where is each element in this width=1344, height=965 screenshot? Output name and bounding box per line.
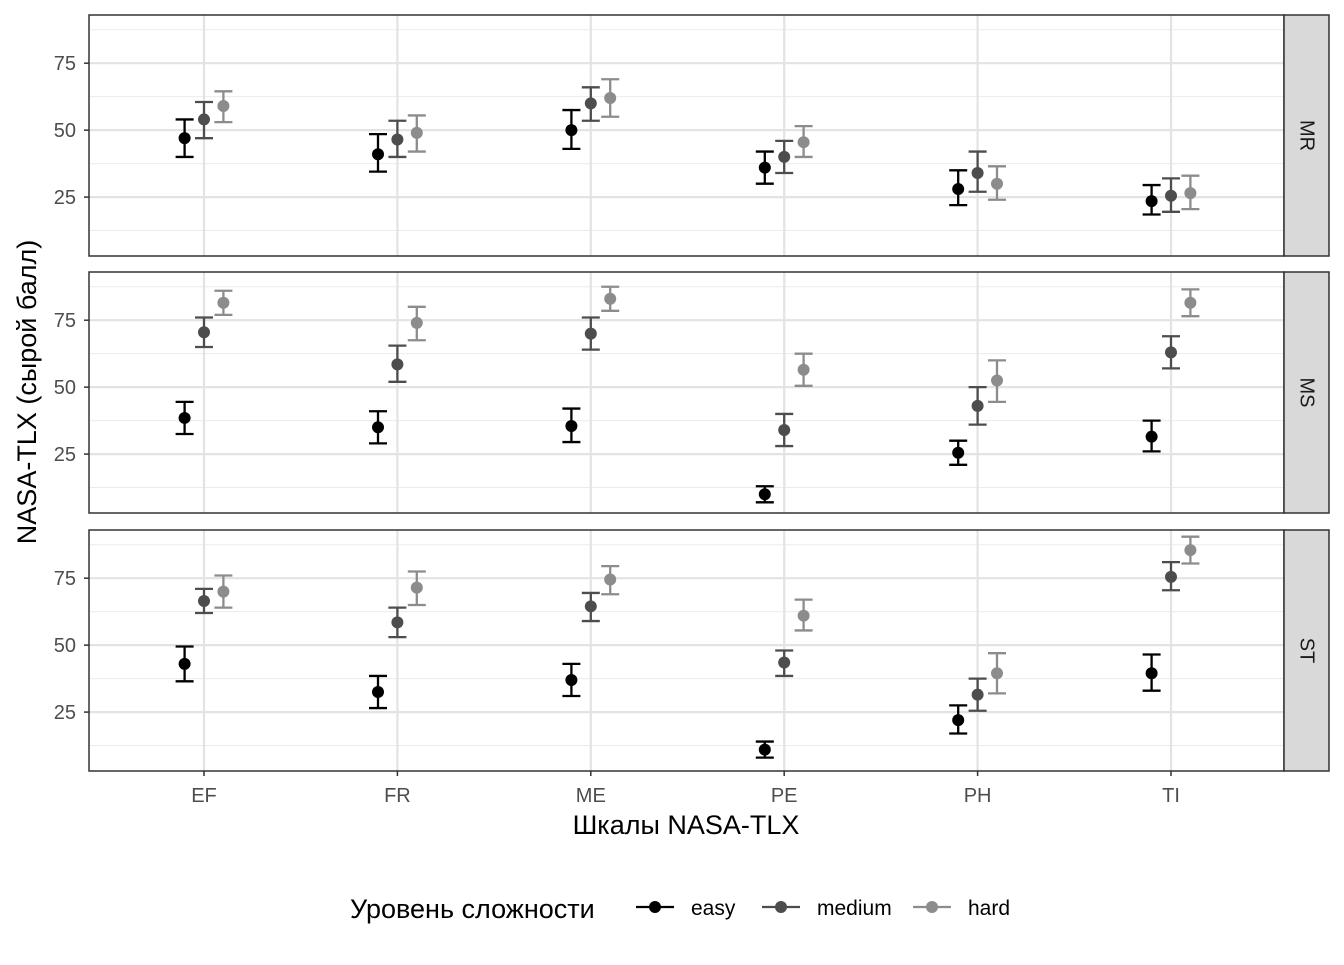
point-st-fr-hard [410,581,423,594]
point-mr-me-easy [565,124,578,137]
point-st-ef-easy [178,657,191,670]
point-ms-ph-hard [991,374,1003,387]
panel-background [89,15,1284,256]
legend-key-easy-point [649,901,661,913]
y-axis-title: NASA-TLX (сырой балл) [12,240,42,544]
panels-layer: 25 50 75 MR 25 50 75 MS 25 50 75 ST EF FR ME PE PH TI [54,14,1330,807]
point-ms-ef-medium [198,326,210,339]
point-st-me-hard [604,573,617,586]
point-ms-fr-medium [391,358,404,371]
legend-key-hard-point [926,901,938,913]
point-mr-fr-medium [391,133,404,146]
point-st-ti-hard [1184,544,1197,557]
x-tick-label: ME [576,785,606,807]
y-tick-label: 75 [54,53,76,75]
point-ms-me-medium [584,327,597,340]
facet-strip-label: MS [1296,378,1318,408]
y-tick-label: 25 [54,187,76,209]
point-st-ti-easy [1145,667,1158,680]
point-mr-ef-medium [198,113,210,126]
point-mr-fr-hard [410,126,423,139]
point-st-pe-easy [758,743,771,756]
x-tick-label: PE [771,785,798,807]
point-mr-ti-easy [1145,195,1158,208]
y-tick-label: 25 [54,702,76,724]
facet-strip-label: MR [1296,120,1318,151]
point-mr-pe-medium [778,150,791,163]
y-tick-label: 75 [54,568,76,590]
point-ms-ph-easy [952,446,965,459]
legend-label-medium: medium [817,897,892,920]
legend-title: Уровень сложности [350,894,595,924]
point-st-fr-medium [391,616,404,629]
point-ms-ti-easy [1145,430,1158,443]
panel-background [89,272,1284,513]
panel-ms: 25 50 75 MS [54,271,1330,514]
legend-label-hard: hard [968,897,1010,920]
point-st-ti-medium [1165,570,1177,583]
point-st-fr-easy [372,686,384,699]
x-tick-label: EF [191,785,217,807]
point-st-me-easy [565,673,578,686]
point-mr-pe-easy [758,161,771,174]
point-mr-me-medium [584,97,597,110]
point-ms-ph-medium [971,399,984,412]
facet-strip [1283,271,1330,514]
point-mr-ph-hard [991,177,1003,190]
point-st-pe-hard [797,609,810,622]
y-tick-label: 50 [54,377,76,399]
point-st-ph-medium [971,688,984,701]
point-ms-ti-hard [1184,296,1197,309]
point-ms-pe-medium [778,423,791,436]
y-tick-label: 75 [54,310,76,332]
point-st-ef-medium [198,594,210,607]
point-st-me-medium [584,600,597,613]
point-ms-ti-medium [1165,346,1177,359]
point-st-ph-hard [991,667,1003,680]
panel-mr: 25 50 75 MR [54,14,1330,257]
point-mr-ph-medium [971,166,984,179]
point-mr-ef-hard [217,100,230,113]
point-mr-ef-easy [178,132,191,145]
legend-key-medium-point [775,901,787,913]
panel-background [89,530,1284,771]
point-ms-pe-easy [758,488,771,501]
point-st-ph-easy [952,714,965,727]
point-st-pe-medium [778,656,791,669]
y-tick-label: 50 [54,635,76,657]
point-ms-ef-hard [217,296,230,309]
point-ms-pe-hard [797,363,810,376]
facet-strip [1283,14,1330,257]
facet-strip [1283,529,1330,772]
legend: Уровень сложности easy medium hard [350,894,1010,924]
point-mr-me-hard [604,92,617,105]
y-tick-label: 25 [54,444,76,466]
point-ms-me-hard [604,292,617,305]
facet-strip-label: ST [1296,638,1318,664]
point-ms-fr-hard [410,316,423,329]
point-ms-ef-easy [178,411,191,424]
x-tick-label: TI [1162,785,1180,807]
point-mr-fr-easy [372,148,384,161]
point-mr-ph-easy [952,183,965,196]
x-axis-title: Шкалы NASA-TLX [573,810,800,840]
x-tick-label: FR [384,785,411,807]
point-st-ef-hard [217,585,230,598]
legend-label-easy: easy [691,897,736,920]
x-tick-label: PH [964,785,992,807]
panel-st: 25 50 75 ST [54,529,1330,772]
point-mr-pe-hard [797,136,810,149]
point-mr-ti-hard [1184,187,1197,200]
point-ms-me-easy [565,419,578,432]
y-tick-label: 50 [54,120,76,142]
point-mr-ti-medium [1165,189,1177,202]
point-ms-fr-easy [372,421,384,434]
